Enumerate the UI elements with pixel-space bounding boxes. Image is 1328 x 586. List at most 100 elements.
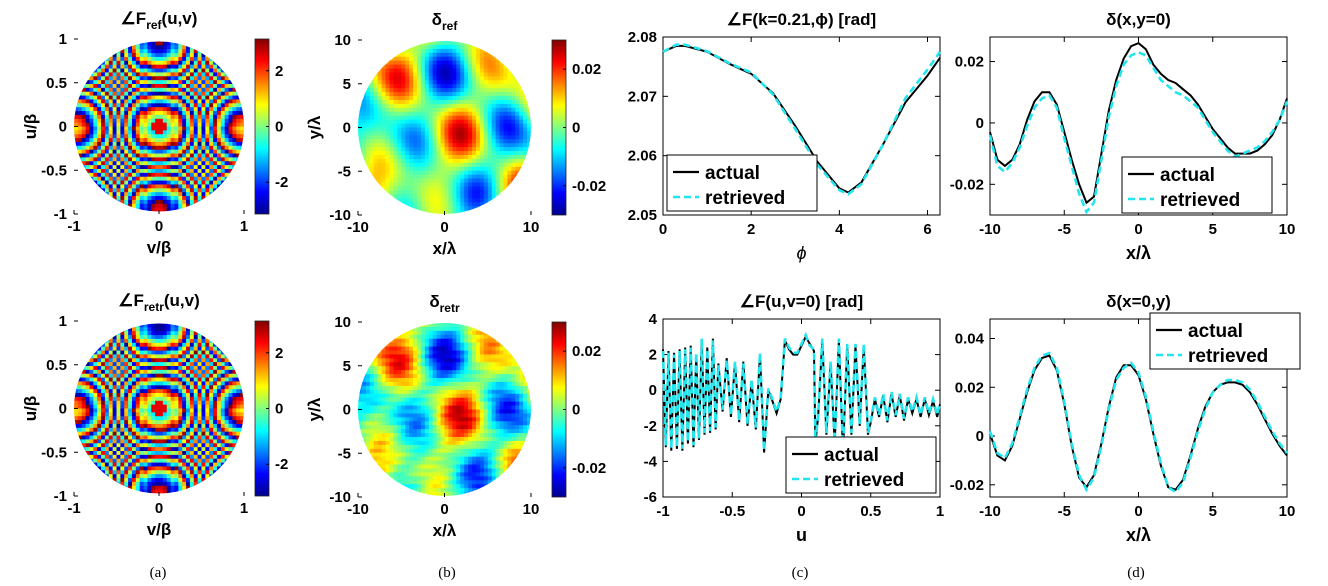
heatmap-cell <box>468 44 473 50</box>
heatmap-cell <box>205 335 210 340</box>
heatmap-cell <box>178 474 183 479</box>
heatmap-cell <box>116 91 121 97</box>
heatmap-cell <box>155 180 160 186</box>
heatmap-cell <box>456 99 461 105</box>
heatmap-cell <box>240 481 244 487</box>
heatmap-cell <box>432 131 438 136</box>
heatmap-cell <box>193 331 199 336</box>
heatmap-cell <box>216 107 222 112</box>
heatmap-cell <box>240 114 244 120</box>
heatmap-cell <box>420 88 426 93</box>
heatmap-cell <box>189 49 195 54</box>
heatmap-cell <box>472 60 477 66</box>
title-subscript: retr <box>144 300 164 314</box>
heatmap-cell <box>197 474 203 479</box>
heatmap-cell <box>116 172 121 178</box>
heatmap-cell <box>416 44 422 50</box>
heatmap-cell <box>216 118 222 124</box>
heatmap-cell <box>209 192 214 197</box>
heatmap-cell <box>182 176 187 182</box>
heatmap-cell <box>232 184 237 189</box>
heatmap-cell <box>139 327 145 332</box>
heatmap-cell <box>224 458 230 464</box>
heatmap-cell <box>515 103 520 109</box>
heatmap-cell <box>220 114 226 120</box>
heatmap-cell <box>93 327 98 332</box>
heatmap-cell <box>93 153 98 159</box>
heatmap-cell <box>409 115 414 121</box>
heatmap-cell <box>182 103 187 108</box>
heatmap-cell <box>197 126 203 131</box>
heatmap-cell <box>182 126 187 131</box>
heatmap-cell <box>216 478 222 483</box>
heatmap-cell <box>139 68 145 74</box>
heatmap-cell <box>89 470 94 475</box>
heatmap-cell <box>135 451 141 456</box>
heatmap-cell <box>85 153 91 159</box>
heatmap-cell <box>224 149 230 155</box>
heatmap-cell <box>139 466 145 471</box>
heatmap-cell <box>112 478 118 483</box>
heatmap-cell <box>483 44 489 50</box>
heatmap-cell <box>131 122 137 128</box>
heatmap-cell <box>213 373 218 379</box>
heatmap-cell <box>209 207 214 212</box>
heatmap-cell <box>216 423 222 429</box>
heatmap-cell <box>166 72 172 77</box>
heatmap-cell <box>155 346 160 352</box>
heatmap-cell <box>464 115 469 121</box>
heatmap-cell <box>124 68 129 74</box>
heatmap-cell <box>220 207 226 212</box>
heatmap-cell <box>468 52 473 58</box>
heatmap-cell <box>397 111 402 117</box>
heatmap-cell <box>124 176 129 182</box>
heatmap-cell <box>361 115 367 121</box>
heatmap-cell <box>116 489 121 494</box>
heatmap-cell <box>201 478 206 483</box>
heatmap-cell <box>81 169 87 174</box>
heatmap-cell <box>511 103 516 109</box>
heatmap-cell <box>139 381 145 386</box>
heatmap-cell <box>232 420 237 425</box>
heatmap-cell <box>464 111 469 117</box>
heatmap-cell <box>209 141 214 147</box>
heatmap-cell <box>97 439 102 444</box>
heatmap-cell <box>205 470 210 475</box>
heatmap-cell <box>228 408 234 413</box>
heatmap-cell <box>507 84 512 89</box>
heatmap-cell <box>85 423 91 429</box>
heatmap-cell <box>108 393 114 398</box>
heatmap-cell <box>135 64 141 70</box>
heatmap-cell <box>503 107 509 113</box>
heatmap-cell <box>155 138 160 143</box>
heatmap-cell <box>135 443 141 448</box>
heatmap-cell <box>182 396 187 402</box>
heatmap-cell <box>143 393 149 398</box>
heatmap-cell <box>428 123 434 129</box>
heatmap-cell <box>361 44 367 50</box>
heatmap-cell <box>468 84 473 89</box>
heatmap-cell <box>147 207 152 212</box>
heatmap-cell <box>358 52 363 58</box>
heatmap-cell <box>220 60 226 66</box>
heatmap-cell <box>170 385 176 390</box>
heatmap-cell <box>135 145 141 151</box>
heatmap-cell <box>74 103 79 108</box>
heatmap-cell <box>162 435 168 441</box>
heatmap-cell <box>155 99 160 104</box>
heatmap-cell <box>381 80 387 85</box>
heatmap-cell <box>97 138 102 143</box>
heatmap-cell <box>232 64 237 70</box>
heatmap-cell <box>209 439 214 444</box>
heatmap-cell <box>124 346 129 352</box>
heatmap-cell <box>460 56 465 62</box>
heatmap-cell <box>159 423 164 429</box>
heatmap-cell <box>491 76 497 81</box>
heatmap-cell <box>377 115 383 121</box>
heatmap-cell <box>519 96 524 101</box>
heatmap-cell <box>116 366 121 371</box>
heatmap-cell <box>232 130 237 135</box>
heatmap-cell <box>116 408 121 413</box>
heatmap-cell <box>143 447 149 452</box>
heatmap-cell <box>97 362 102 367</box>
